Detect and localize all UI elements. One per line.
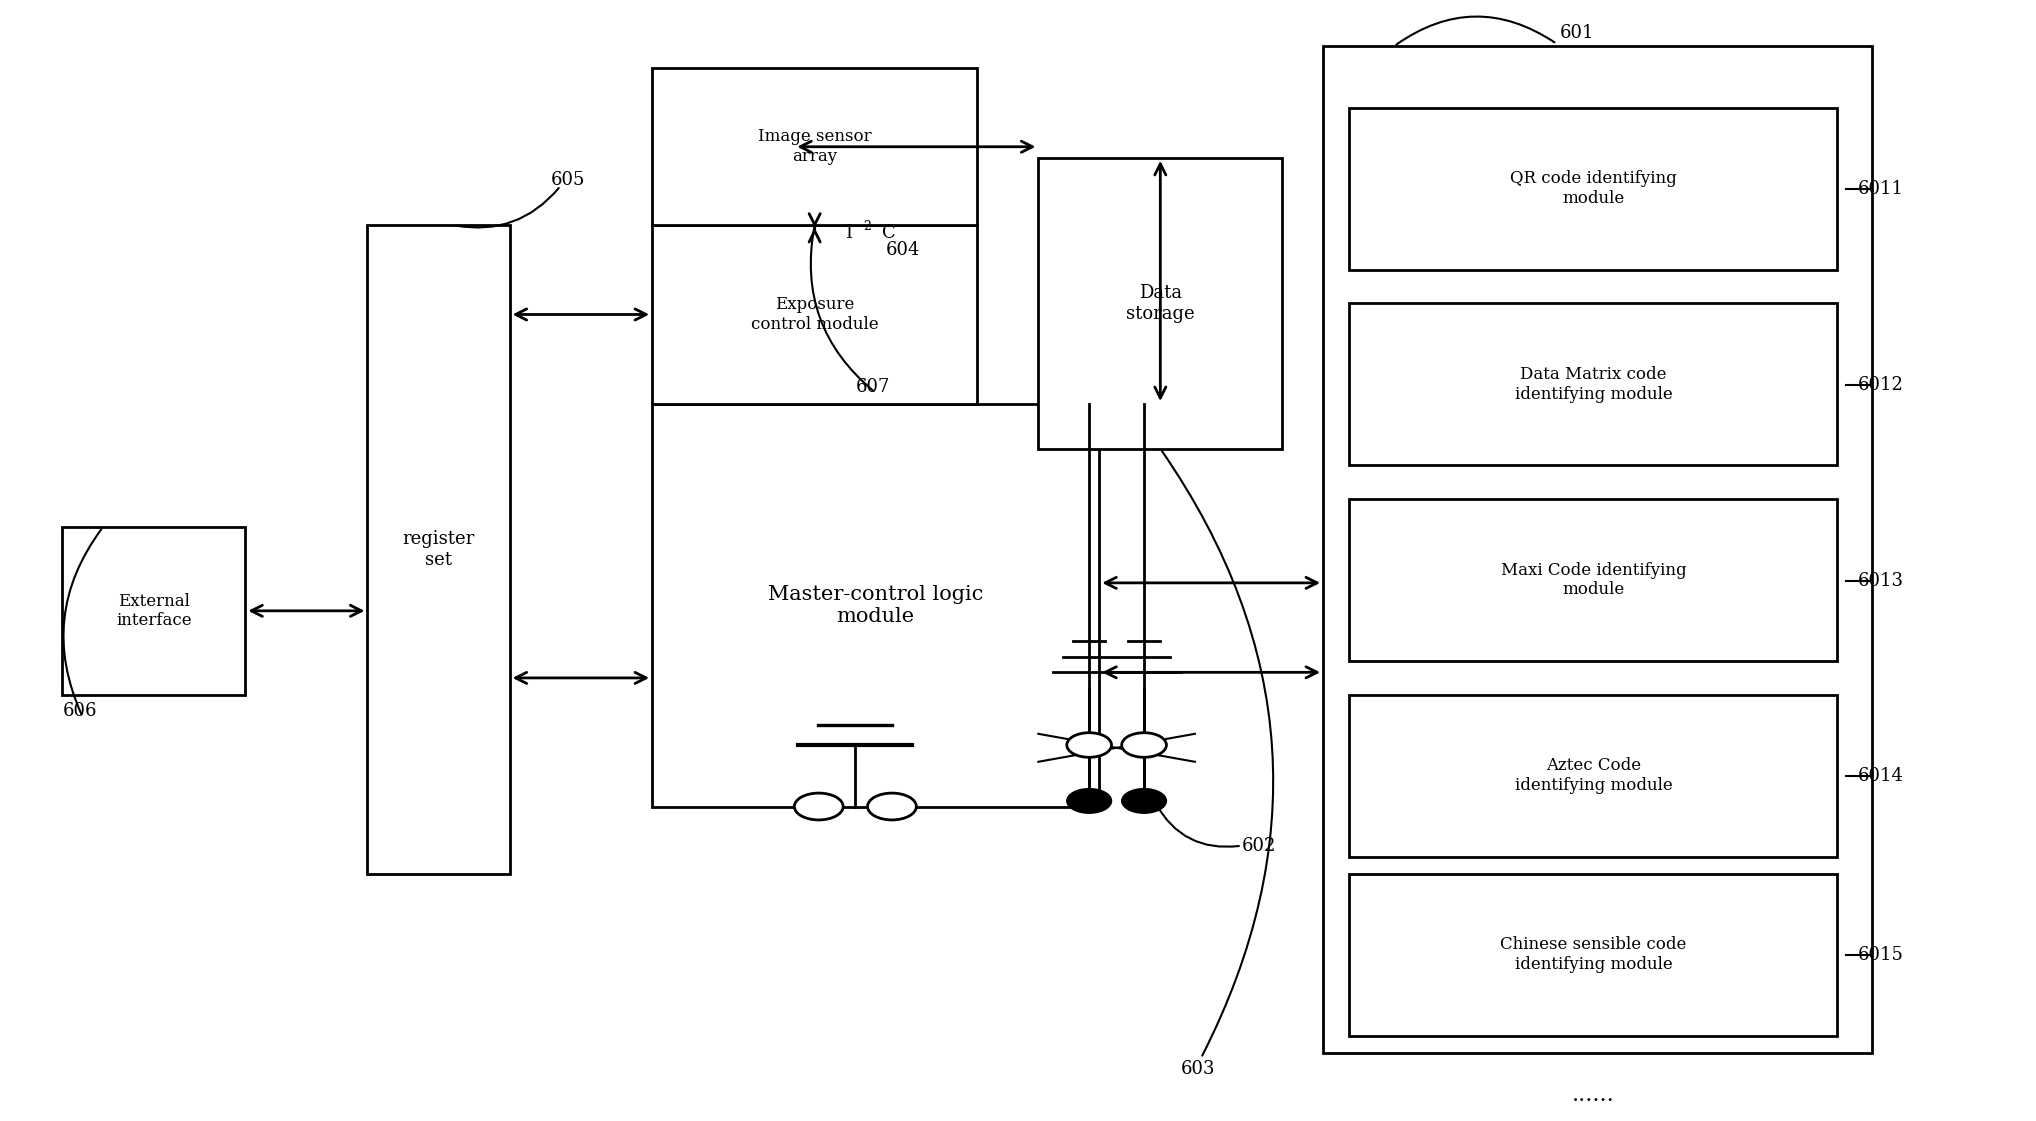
Bar — [1323, 46, 1871, 1053]
Text: C: C — [882, 224, 896, 242]
Circle shape — [1122, 733, 1167, 758]
Bar — [1350, 304, 1836, 465]
Text: QR code identifying
module: QR code identifying module — [1511, 170, 1678, 207]
Bar — [652, 68, 977, 225]
Circle shape — [1122, 788, 1167, 813]
Text: External
interface: External interface — [116, 593, 191, 629]
Text: Master-control logic
module: Master-control logic module — [768, 585, 983, 626]
Text: register
set: register set — [403, 530, 474, 568]
Text: Maxi Code identifying
module: Maxi Code identifying module — [1501, 562, 1686, 599]
Text: Data Matrix code
identifying module: Data Matrix code identifying module — [1515, 367, 1672, 402]
Text: 2: 2 — [863, 220, 871, 233]
Text: Exposure
control module: Exposure control module — [751, 296, 878, 333]
Text: Aztec Code
identifying module: Aztec Code identifying module — [1515, 758, 1672, 794]
Bar — [1350, 695, 1836, 856]
Text: 604: 604 — [886, 241, 920, 259]
Text: Image sensor
array: Image sensor array — [757, 129, 871, 165]
Bar — [63, 527, 246, 695]
Text: 6011: 6011 — [1857, 180, 1904, 198]
Text: 603: 603 — [1181, 1060, 1215, 1078]
Text: I: I — [845, 224, 853, 242]
Circle shape — [794, 793, 843, 819]
Bar — [1350, 499, 1836, 661]
Text: Chinese sensible code
identifying module: Chinese sensible code identifying module — [1501, 936, 1686, 973]
Text: 6014: 6014 — [1857, 767, 1904, 786]
Text: 6013: 6013 — [1857, 572, 1904, 590]
Bar — [1038, 158, 1283, 448]
Text: 601: 601 — [1560, 24, 1594, 41]
Text: 6015: 6015 — [1857, 946, 1904, 964]
Text: 606: 606 — [63, 703, 98, 721]
Text: ......: ...... — [1572, 1084, 1615, 1106]
Text: 602: 602 — [1242, 836, 1277, 854]
Text: Data
storage: Data storage — [1126, 284, 1195, 323]
Bar — [652, 404, 1099, 806]
Circle shape — [1067, 788, 1112, 813]
Circle shape — [867, 793, 916, 819]
Bar — [652, 225, 977, 404]
Bar — [1350, 108, 1836, 270]
Bar — [1350, 873, 1836, 1036]
Circle shape — [1067, 733, 1112, 758]
Bar — [366, 225, 509, 873]
Text: 605: 605 — [550, 172, 584, 189]
Text: 6012: 6012 — [1857, 376, 1904, 393]
Text: 607: 607 — [855, 378, 890, 396]
